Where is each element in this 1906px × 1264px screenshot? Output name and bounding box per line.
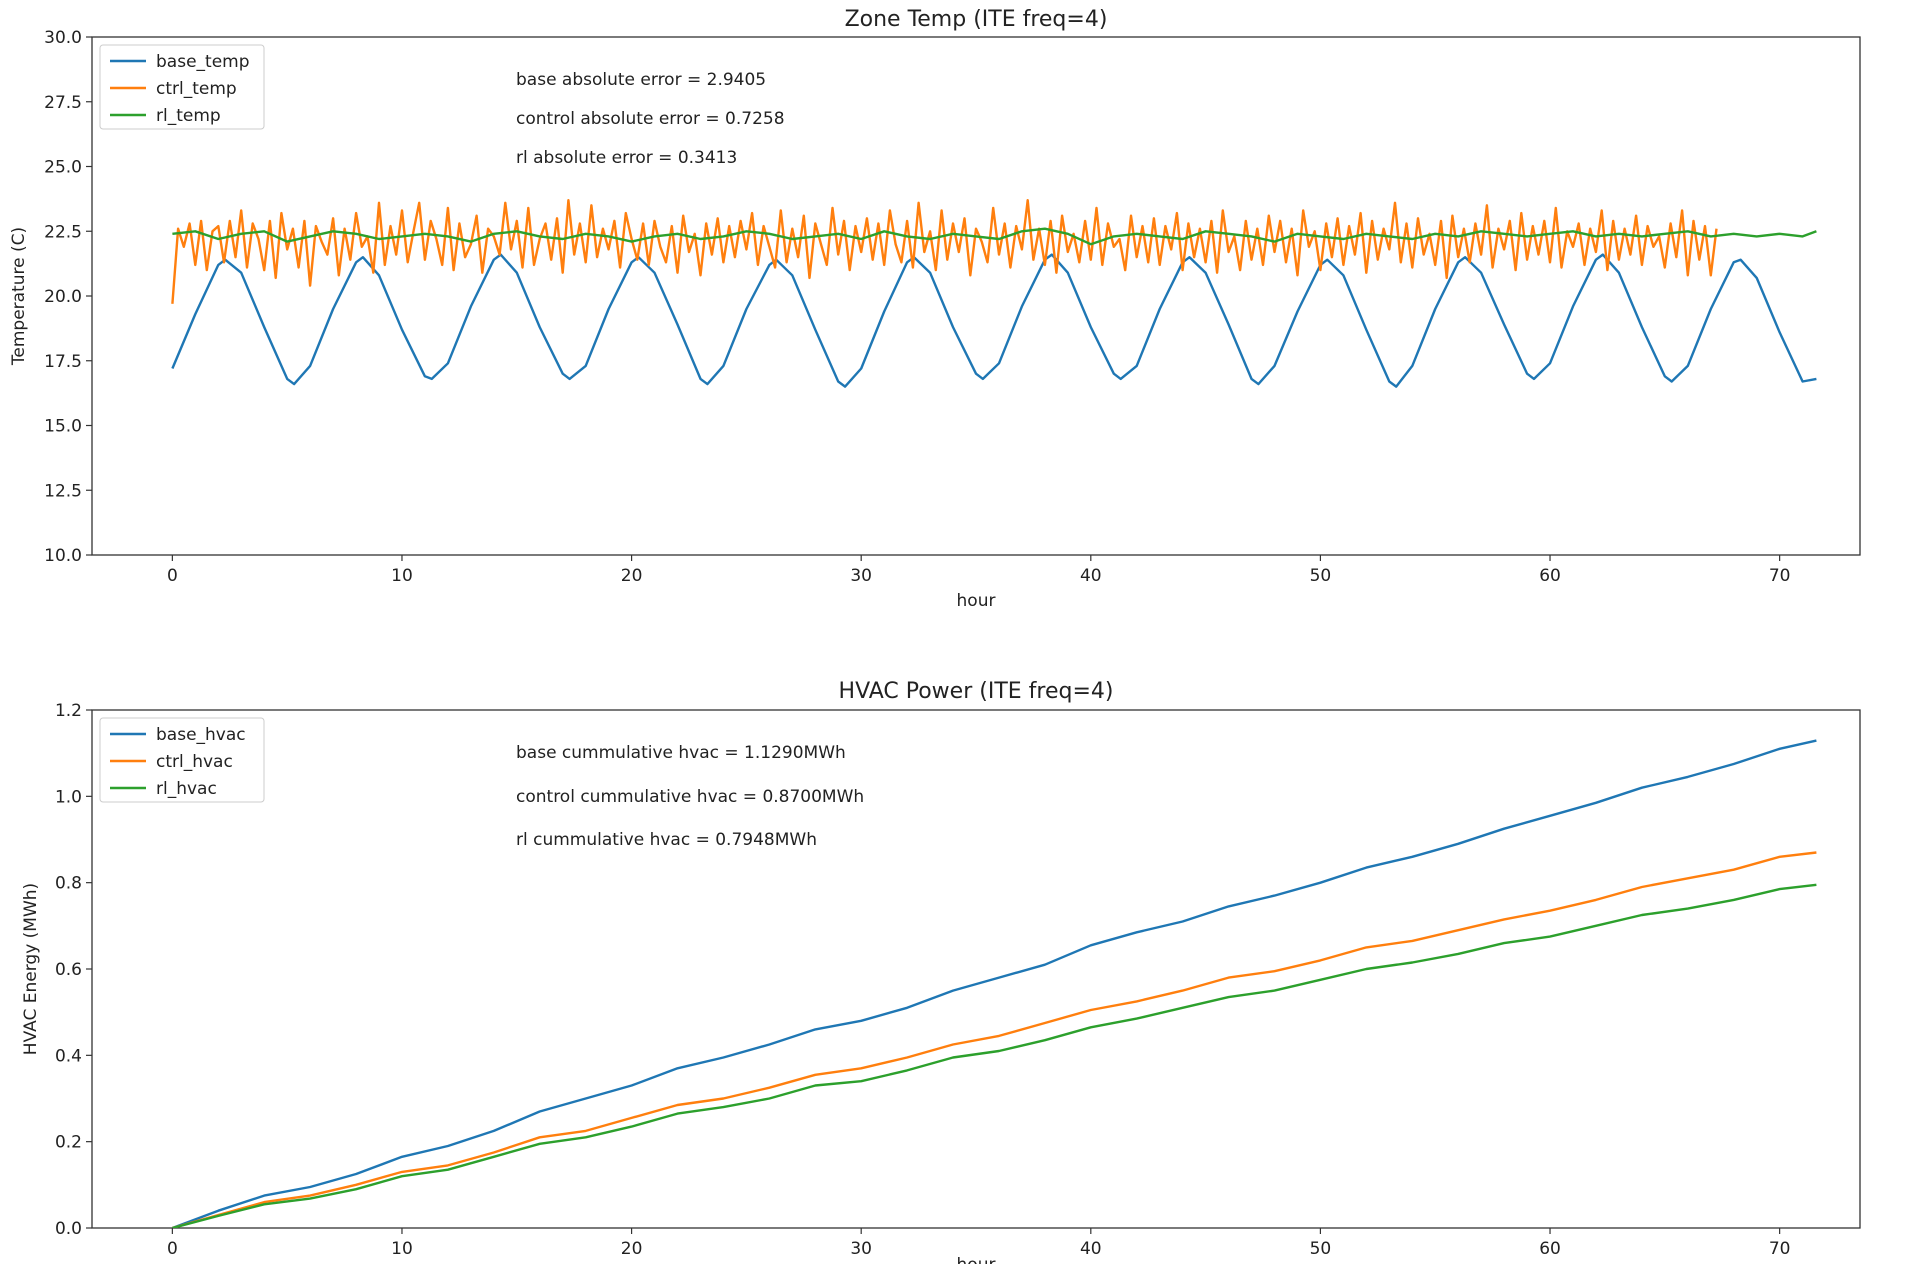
y-tick-label: 1.0 xyxy=(55,787,82,807)
y-tick-label: 22.5 xyxy=(44,222,82,242)
annotation-text: control absolute error = 0.7258 xyxy=(516,109,785,129)
x-tick-label: 60 xyxy=(1539,566,1561,586)
series-group xyxy=(171,739,1817,1228)
chart-title: HVAC Power (ITE freq=4) xyxy=(839,679,1114,704)
y-tick-label: 0.6 xyxy=(55,960,82,980)
annotation-text: rl cummulative hvac = 0.7948MWh xyxy=(516,830,817,850)
x-tick-label: 50 xyxy=(1310,1239,1332,1259)
y-tick-label: 17.5 xyxy=(44,352,82,372)
x-tick-label: 30 xyxy=(850,566,872,586)
legend-label: base_temp xyxy=(156,52,250,72)
x-tick-label: 70 xyxy=(1769,566,1791,586)
x-tick-label: 20 xyxy=(621,566,643,586)
y-tick-label: 0.0 xyxy=(55,1219,82,1239)
chart-title: Zone Temp (ITE freq=4) xyxy=(845,7,1108,32)
series-line-rl_temp xyxy=(172,227,1817,246)
y-tick-label: 30.0 xyxy=(44,28,82,48)
y-tick-label: 0.4 xyxy=(55,1046,82,1066)
x-tick-label: 30 xyxy=(850,1239,872,1259)
series-line-rl_hvac xyxy=(172,883,1817,1228)
legend-label: ctrl_hvac xyxy=(156,752,233,772)
legend: base_hvac ctrl_hvac rl_hvac xyxy=(99,717,265,803)
series-line-base_temp xyxy=(171,253,1817,388)
x-tick-label: 10 xyxy=(391,566,413,586)
series-group xyxy=(171,198,1817,388)
zone-temp-chart: Zone Temp (ITE freq=4) 0 10 20 30 40 50 60 70 10.… xyxy=(9,7,1861,611)
legend-label: ctrl_temp xyxy=(156,79,237,99)
annotation-text: rl absolute error = 0.3413 xyxy=(516,148,737,168)
y-tick-label: 27.5 xyxy=(44,93,82,113)
annotation-text: control cummulative hvac = 0.8700MWh xyxy=(516,787,864,807)
y-tick-label: 12.5 xyxy=(44,481,82,501)
x-axis-label: hour xyxy=(957,1255,996,1264)
annotation-text: base absolute error = 2.9405 xyxy=(516,70,766,90)
legend-label: base_hvac xyxy=(156,725,246,745)
legend: base_temp ctrl_temp rl_temp xyxy=(99,44,265,130)
x-axis-label: hour xyxy=(957,591,996,611)
y-tick-label: 15.0 xyxy=(44,417,82,437)
y-tick-label: 0.2 xyxy=(55,1133,82,1153)
y-tick-label: 10.0 xyxy=(44,546,82,566)
x-tick-label: 40 xyxy=(1080,566,1102,586)
x-tick-label: 0 xyxy=(167,566,178,586)
x-tick-label: 50 xyxy=(1310,566,1332,586)
y-tick-label: 1.2 xyxy=(55,701,82,721)
y-axis-label: Temperature (C) xyxy=(9,227,29,366)
annotation-text: base cummulative hvac = 1.1290MWh xyxy=(516,743,846,763)
x-tick-label: 20 xyxy=(621,1239,643,1259)
x-tick-label: 10 xyxy=(391,1239,413,1259)
legend-label: rl_temp xyxy=(156,106,221,126)
series-line-base_hvac xyxy=(171,739,1817,1228)
legend-label: rl_hvac xyxy=(156,779,217,799)
y-tick-label: 20.0 xyxy=(44,287,82,307)
legend-box xyxy=(99,44,265,130)
x-tick-label: 70 xyxy=(1769,1239,1791,1259)
x-tick-label: 0 xyxy=(167,1239,178,1259)
series-line-ctrl_hvac xyxy=(172,851,1817,1228)
y-tick-label: 25.0 xyxy=(44,158,82,178)
x-tick-label: 40 xyxy=(1080,1239,1102,1259)
y-tick-label: 0.8 xyxy=(55,874,82,894)
x-tick-label: 60 xyxy=(1539,1239,1561,1259)
hvac-power-chart: HVAC Power (ITE freq=4) 0 10 20 30 40 50 60 70 0.… xyxy=(21,679,1861,1264)
legend-box xyxy=(99,717,265,803)
y-axis-label: HVAC Energy (MWh) xyxy=(21,883,41,1055)
